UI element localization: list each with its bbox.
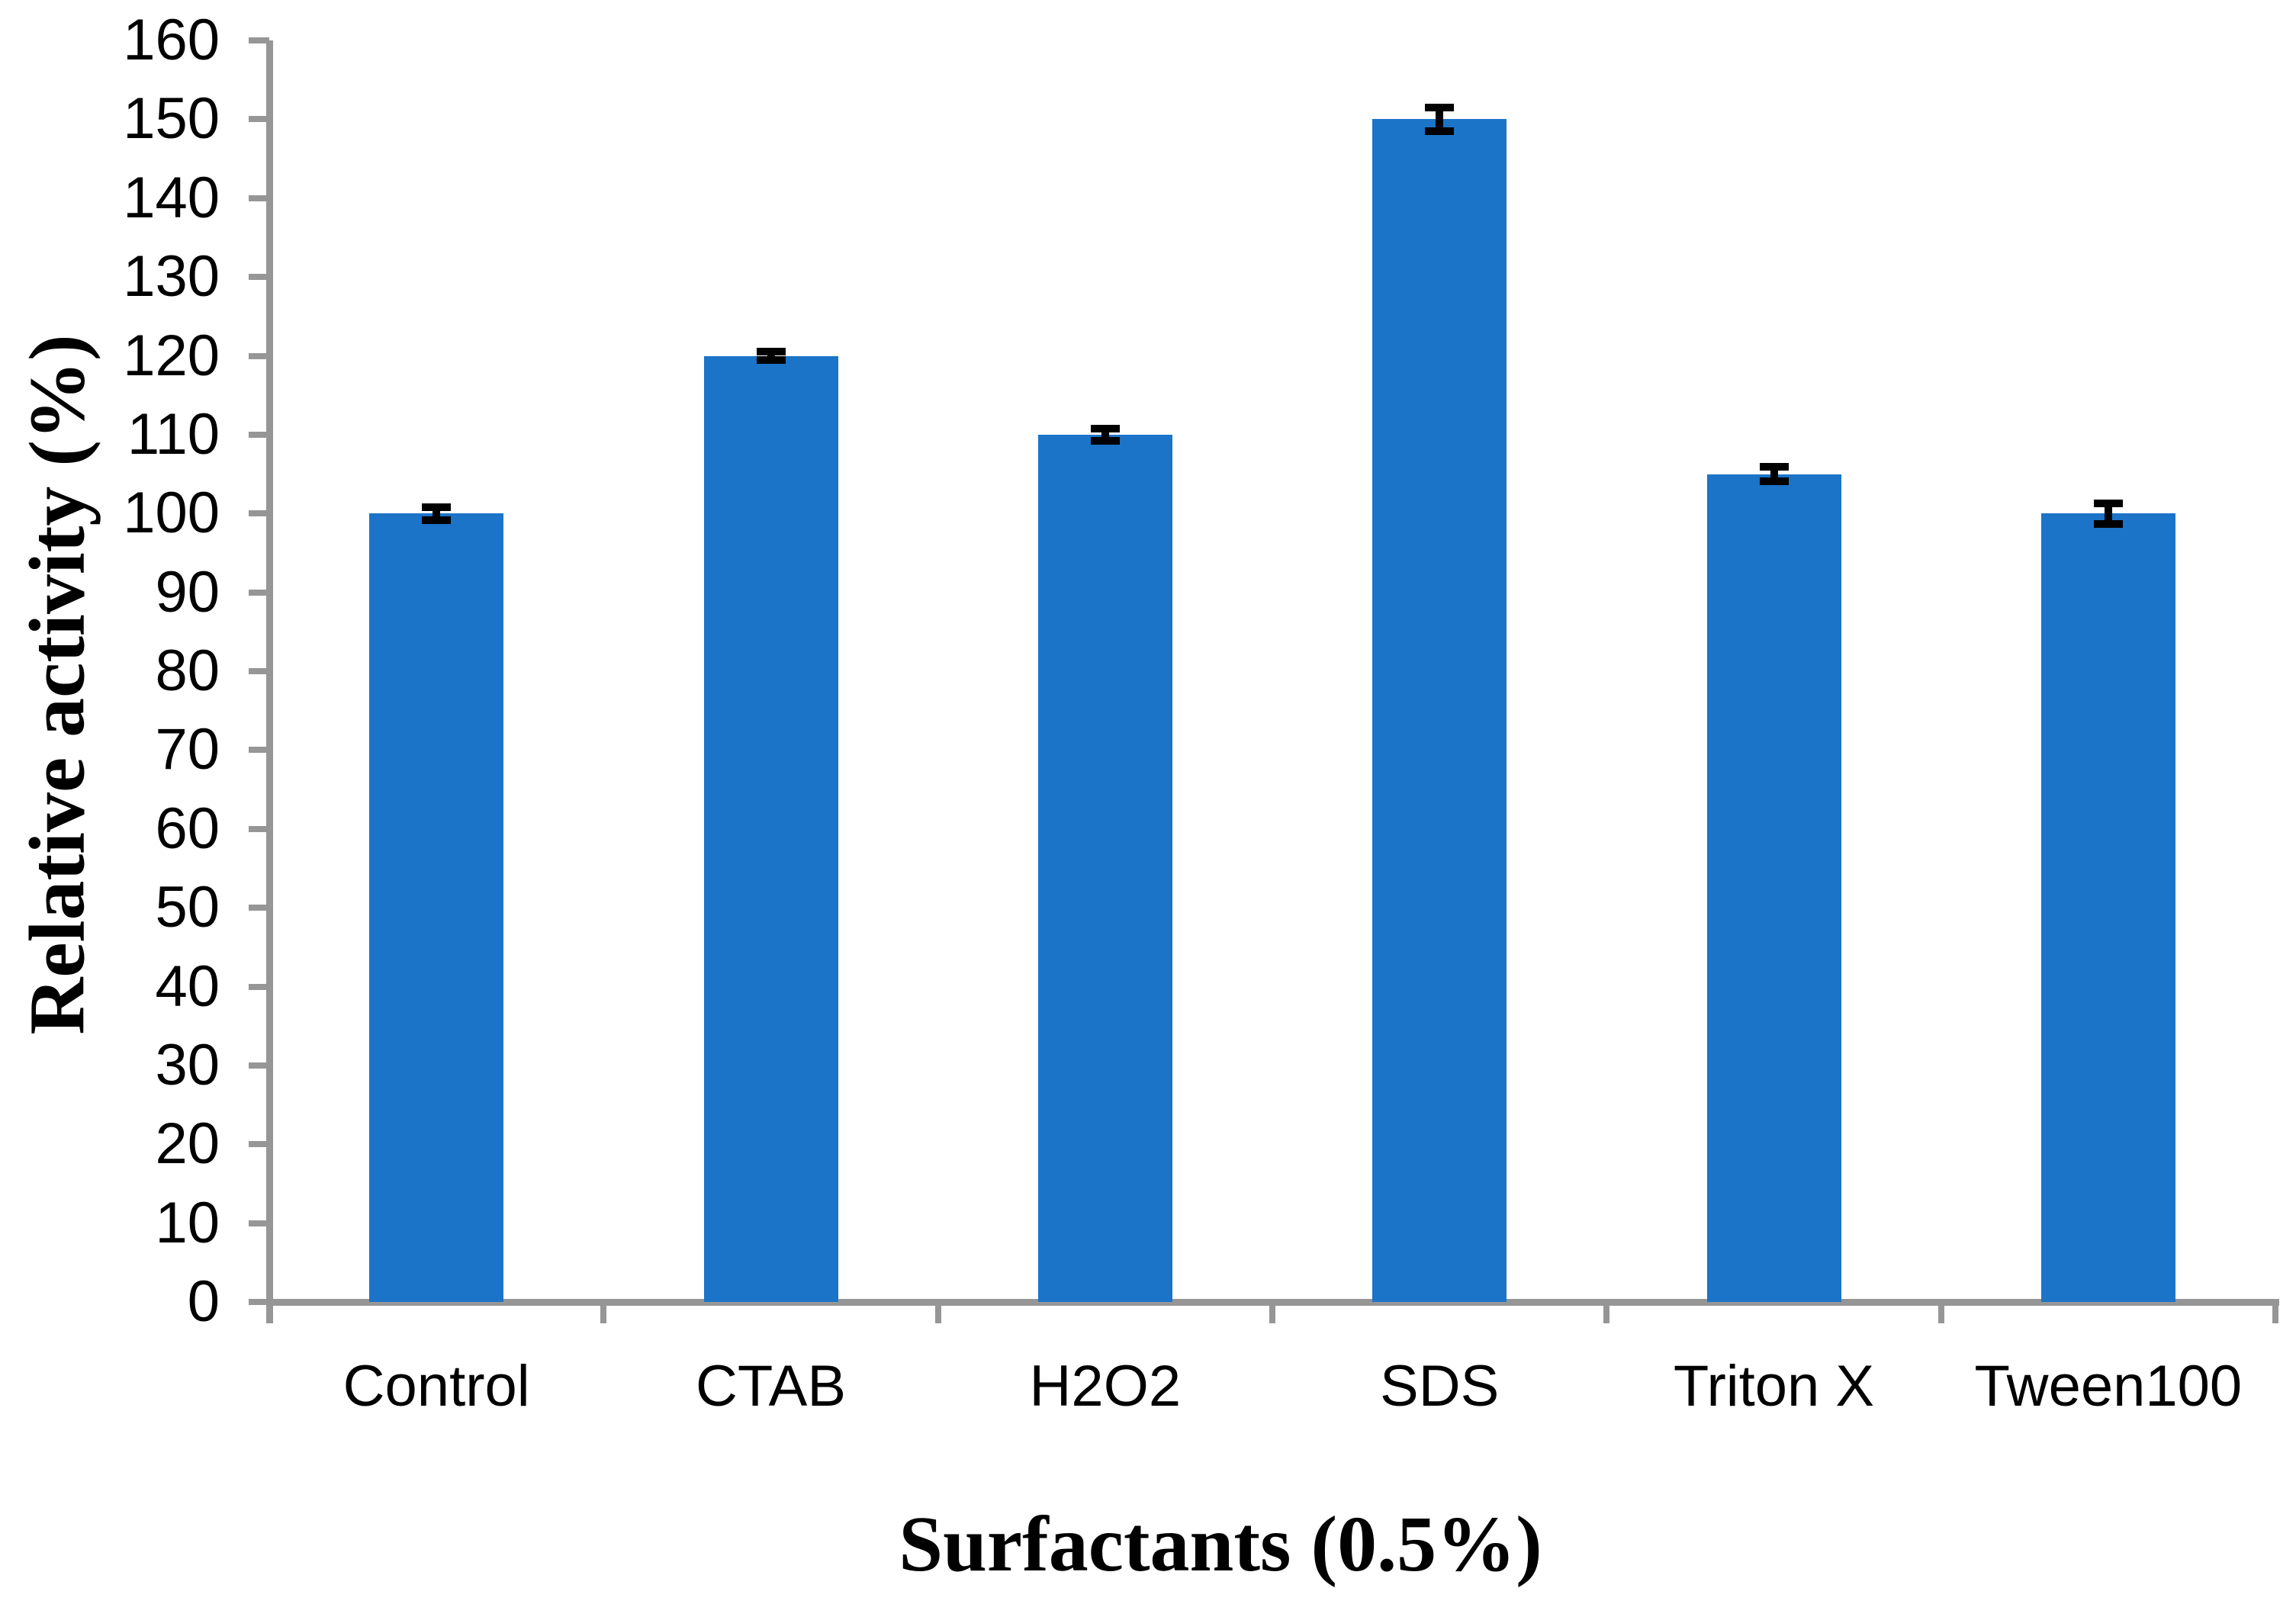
error-bar-h2o2: [1101, 428, 1109, 442]
y-tick-label-70: 70: [155, 717, 220, 783]
y-tick-mark: [249, 352, 269, 359]
y-tick-mark: [249, 1141, 269, 1148]
x-tick-mark: [934, 1302, 941, 1323]
x-tick-label-triton-x: Triton X: [1673, 1354, 1875, 1419]
error-bar-cap-top-h2o2: [1090, 424, 1120, 432]
y-tick-mark: [249, 905, 269, 911]
y-tick-mark: [249, 274, 269, 281]
x-tick-mark: [600, 1302, 607, 1323]
y-tick-mark: [249, 747, 269, 754]
bar-control: [369, 513, 504, 1302]
y-tick-label-120: 120: [123, 323, 220, 388]
x-tick-label-h2o2: H2O2: [1029, 1354, 1182, 1419]
bar-tween100: [2040, 513, 2175, 1302]
x-tick-label-sds: SDS: [1380, 1354, 1500, 1419]
bar-sds: [1372, 119, 1507, 1302]
error-bar-cap-bottom-triton-x: [1759, 477, 1789, 485]
x-tick-mark: [2272, 1302, 2278, 1323]
error-bar-cap-top-ctab: [756, 348, 786, 356]
error-bar-cap-top-tween100: [2093, 499, 2123, 507]
error-bar-cap-top-control: [422, 503, 452, 511]
x-axis-title: Surfactants (0.5%): [899, 1500, 1542, 1588]
bar-h2o2: [1037, 434, 1172, 1302]
error-bar-cap-bottom-h2o2: [1090, 437, 1120, 445]
y-tick-label-130: 130: [123, 244, 220, 310]
x-tick-mark: [266, 1302, 272, 1323]
y-tick-label-110: 110: [127, 401, 220, 467]
y-tick-mark: [249, 668, 269, 674]
bar-triton-x: [1706, 474, 1841, 1302]
y-tick-label-10: 10: [155, 1190, 220, 1255]
y-tick-mark: [249, 1220, 269, 1226]
error-bar-cap-bottom-sds: [1425, 127, 1455, 135]
y-tick-label-20: 20: [155, 1111, 220, 1177]
y-tick-mark: [249, 194, 269, 201]
x-tick-mark: [1269, 1302, 1275, 1323]
error-bar-cap-top-triton-x: [1759, 463, 1789, 471]
x-tick-label-tween100: Tween100: [1974, 1354, 2243, 1419]
bar-ctab: [703, 355, 838, 1302]
y-tick-label-160: 160: [123, 8, 220, 72]
y-tick-label-90: 90: [155, 559, 220, 625]
y-tick-label-50: 50: [155, 875, 220, 940]
error-bar-control: [433, 506, 441, 520]
error-bar-cap-bottom-control: [422, 516, 452, 524]
y-tick-mark: [249, 510, 269, 517]
y-tick-mark: [249, 983, 269, 990]
y-tick-mark: [249, 825, 269, 832]
y-axis-line: [266, 40, 273, 1323]
x-tick-mark: [1937, 1302, 1944, 1323]
error-bar-cap-bottom-tween100: [2093, 519, 2123, 528]
error-bar-ctab: [767, 352, 775, 360]
error-bar-cap-top-sds: [1425, 103, 1455, 111]
error-bar-tween100: [2104, 503, 2112, 524]
x-tick-label-control: Control: [342, 1354, 530, 1419]
y-tick-label-40: 40: [155, 953, 220, 1019]
y-tick-label-150: 150: [123, 86, 220, 152]
y-tick-mark: [249, 1062, 269, 1069]
error-bar-triton-x: [1770, 467, 1778, 481]
y-tick-mark: [249, 589, 269, 596]
x-tick-label-ctab: CTAB: [695, 1354, 847, 1419]
y-tick-mark: [249, 431, 269, 438]
y-tick-mark: [249, 116, 269, 123]
y-tick-mark: [249, 37, 269, 43]
y-tick-label-60: 60: [155, 796, 220, 861]
y-tick-label-80: 80: [155, 638, 220, 703]
y-tick-label-100: 100: [123, 481, 220, 546]
y-tick-label-140: 140: [123, 165, 220, 230]
y-tick-label-0: 0: [187, 1269, 220, 1334]
x-tick-mark: [1603, 1302, 1610, 1323]
error-bar-sds: [1436, 107, 1444, 131]
error-bar-cap-bottom-ctab: [756, 355, 786, 364]
y-tick-label-30: 30: [155, 1032, 220, 1098]
y-tick-mark: [249, 1299, 269, 1305]
